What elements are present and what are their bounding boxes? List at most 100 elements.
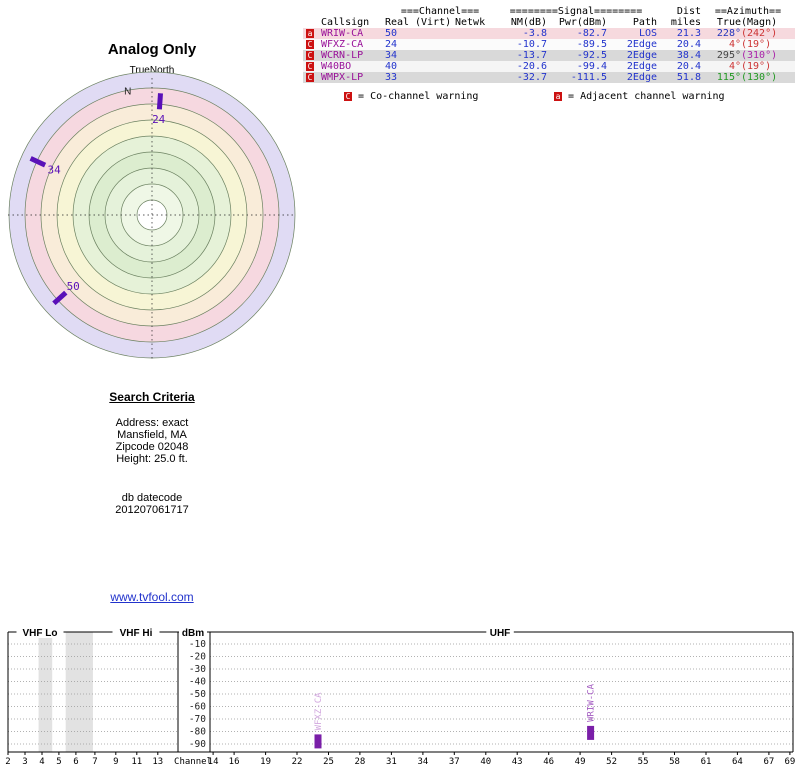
cell-real-channel: 34 xyxy=(385,50,398,61)
col-header-callsign: Callsign xyxy=(321,17,370,28)
signal-bar-label: WRIW-CA xyxy=(587,683,597,722)
search-criteria-heading: Search Criteria xyxy=(109,390,195,404)
channel-tick-label: 55 xyxy=(638,757,649,767)
dbm-tick-label: -60 xyxy=(189,702,206,713)
cell-virt-channel xyxy=(415,61,455,72)
cell-network xyxy=(455,61,495,72)
cell-path: 2Edge xyxy=(626,61,657,72)
signal-table: ===Channel=== ========Signal======== Dis… xyxy=(303,6,795,83)
radar-marker-tick xyxy=(29,156,47,168)
warning-legend: C = Co-channel warning a = Adjacent chan… xyxy=(303,91,795,105)
cell-azimuth-true: 4° xyxy=(728,39,741,50)
spacer xyxy=(87,465,217,492)
table-row: a WRIW-CA 50 -3.8 -82.7 LOS 21.3 228° (2… xyxy=(303,28,795,39)
cell-virt-channel xyxy=(415,39,455,50)
radar-marker-tick xyxy=(52,290,68,306)
cell-pwr: -92.5 xyxy=(576,50,607,61)
channel-tick-label: 22 xyxy=(292,757,303,767)
channel-tick-label: 14 xyxy=(208,757,219,767)
group-header-channel: ===Channel=== xyxy=(400,6,480,17)
legend-adj-text: = Adjacent channel warning xyxy=(568,91,725,102)
channel-tick-label: 19 xyxy=(260,757,271,767)
col-header-netwk: Netwk xyxy=(455,17,486,28)
warning-badge: C xyxy=(306,73,314,82)
radar-marker-label: 34 xyxy=(47,163,61,176)
search-line-zipcode: Zipcode 02048 xyxy=(115,441,189,453)
north-label: N xyxy=(124,86,131,97)
radar-marker-label: 50 xyxy=(67,280,80,293)
table-row: C W40BO 40 -20.6 -99.4 2Edge 20.4 4° (19… xyxy=(303,61,795,72)
search-criteria: Search Criteria Address: exact Mansfield… xyxy=(87,390,217,516)
channel-tick-label: 13 xyxy=(152,757,163,767)
cell-warn: a xyxy=(303,28,321,39)
dbm-tick-label: -50 xyxy=(189,689,206,700)
warning-badge: a xyxy=(306,29,314,38)
cell-azimuth-true: 4° xyxy=(728,61,741,72)
channel-tick-label: 5 xyxy=(56,757,61,767)
col-header-warn xyxy=(303,17,321,28)
cell-azimuth-magn: (242°) xyxy=(741,28,778,39)
group-header-azimuth: ==Azimuth== xyxy=(714,6,782,17)
cell-callsign: WCRN-LP xyxy=(321,50,364,61)
group-header-signal: ========Signal======== xyxy=(509,6,643,17)
cell-real-channel: 33 xyxy=(385,72,398,83)
table-group-header-row: ===Channel=== ========Signal======== Dis… xyxy=(303,6,795,17)
cell-callsign: WFXZ-CA xyxy=(321,39,364,50)
channel-tick-label: 7 xyxy=(92,757,97,767)
cell-azimuth-magn: (19°) xyxy=(741,61,772,72)
cell-warn: C xyxy=(303,39,321,50)
channel-tick-label: 4 xyxy=(39,757,44,767)
cell-azimuth-magn: (310°) xyxy=(741,50,778,61)
legend-adjacent-channel: a = Adjacent channel warning xyxy=(554,91,725,102)
band-label: VHF Hi xyxy=(120,628,153,639)
table-column-header-row: Callsign Real (Virt) Netwk NM(dB) Pwr(dB… xyxy=(303,17,795,28)
signal-bar xyxy=(314,734,322,749)
channel-tick-label: 52 xyxy=(606,757,617,767)
channel-tick-label: 40 xyxy=(480,757,491,767)
group-header-dist: Dist xyxy=(676,6,701,17)
signal-bar-label: WFXZ-CA xyxy=(314,692,324,731)
tvfool-link[interactable]: www.tvfool.com xyxy=(110,590,194,604)
cell-path: LOS xyxy=(638,28,657,39)
cell-pwr: -89.5 xyxy=(576,39,607,50)
cell-nm: -20.6 xyxy=(516,61,547,72)
cell-pwr: -82.7 xyxy=(576,28,607,39)
cell-network xyxy=(455,72,495,83)
radar-chart: 24 34 50 N xyxy=(8,71,296,360)
cell-miles: 20.4 xyxy=(676,39,701,50)
radar-marker-tick xyxy=(156,93,163,110)
channel-tick-label: 64 xyxy=(732,757,743,767)
signal-bar xyxy=(587,725,595,740)
cell-path: 2Edge xyxy=(626,39,657,50)
cell-miles: 51.8 xyxy=(676,72,701,83)
channel-tick-label: 16 xyxy=(229,757,240,767)
col-header-path: Path xyxy=(632,17,657,28)
dbm-tick-label: -20 xyxy=(189,652,206,663)
warning-badge: C xyxy=(306,62,314,71)
legend-co-channel: C = Co-channel warning xyxy=(344,91,478,102)
channel-tick-label: 6 xyxy=(73,757,78,767)
db-datecode-label: db datecode xyxy=(121,492,183,504)
legend-co-text: = Co-channel warning xyxy=(358,91,479,102)
cell-azimuth-true: 115° xyxy=(716,72,741,83)
cell-pwr: -111.5 xyxy=(570,72,607,83)
cell-nm: -10.7 xyxy=(516,39,547,50)
dbm-tick-label: -40 xyxy=(189,677,206,688)
channel-tick-label: 43 xyxy=(512,757,523,767)
cell-path: 2Edge xyxy=(626,72,657,83)
cell-miles: 20.4 xyxy=(676,61,701,72)
cell-real-channel: 50 xyxy=(385,28,398,39)
cell-nm: -3.8 xyxy=(522,28,547,39)
search-line-height: Height: 25.0 ft. xyxy=(116,453,188,465)
cell-warn: C xyxy=(303,72,321,83)
cell-nm: -13.7 xyxy=(516,50,547,61)
cell-virt-channel xyxy=(415,28,455,39)
cell-nm: -32.7 xyxy=(516,72,547,83)
channel-tick-label: 2 xyxy=(5,757,10,767)
col-header-pwr: Pwr(dBm) xyxy=(558,17,607,28)
adjacent-channel-badge: a xyxy=(554,92,562,101)
cell-azimuth-magn: (130°) xyxy=(741,72,778,83)
band-label: VHF Lo xyxy=(23,628,58,639)
col-header-true: True xyxy=(716,17,741,28)
cell-real-channel: 24 xyxy=(385,39,398,50)
